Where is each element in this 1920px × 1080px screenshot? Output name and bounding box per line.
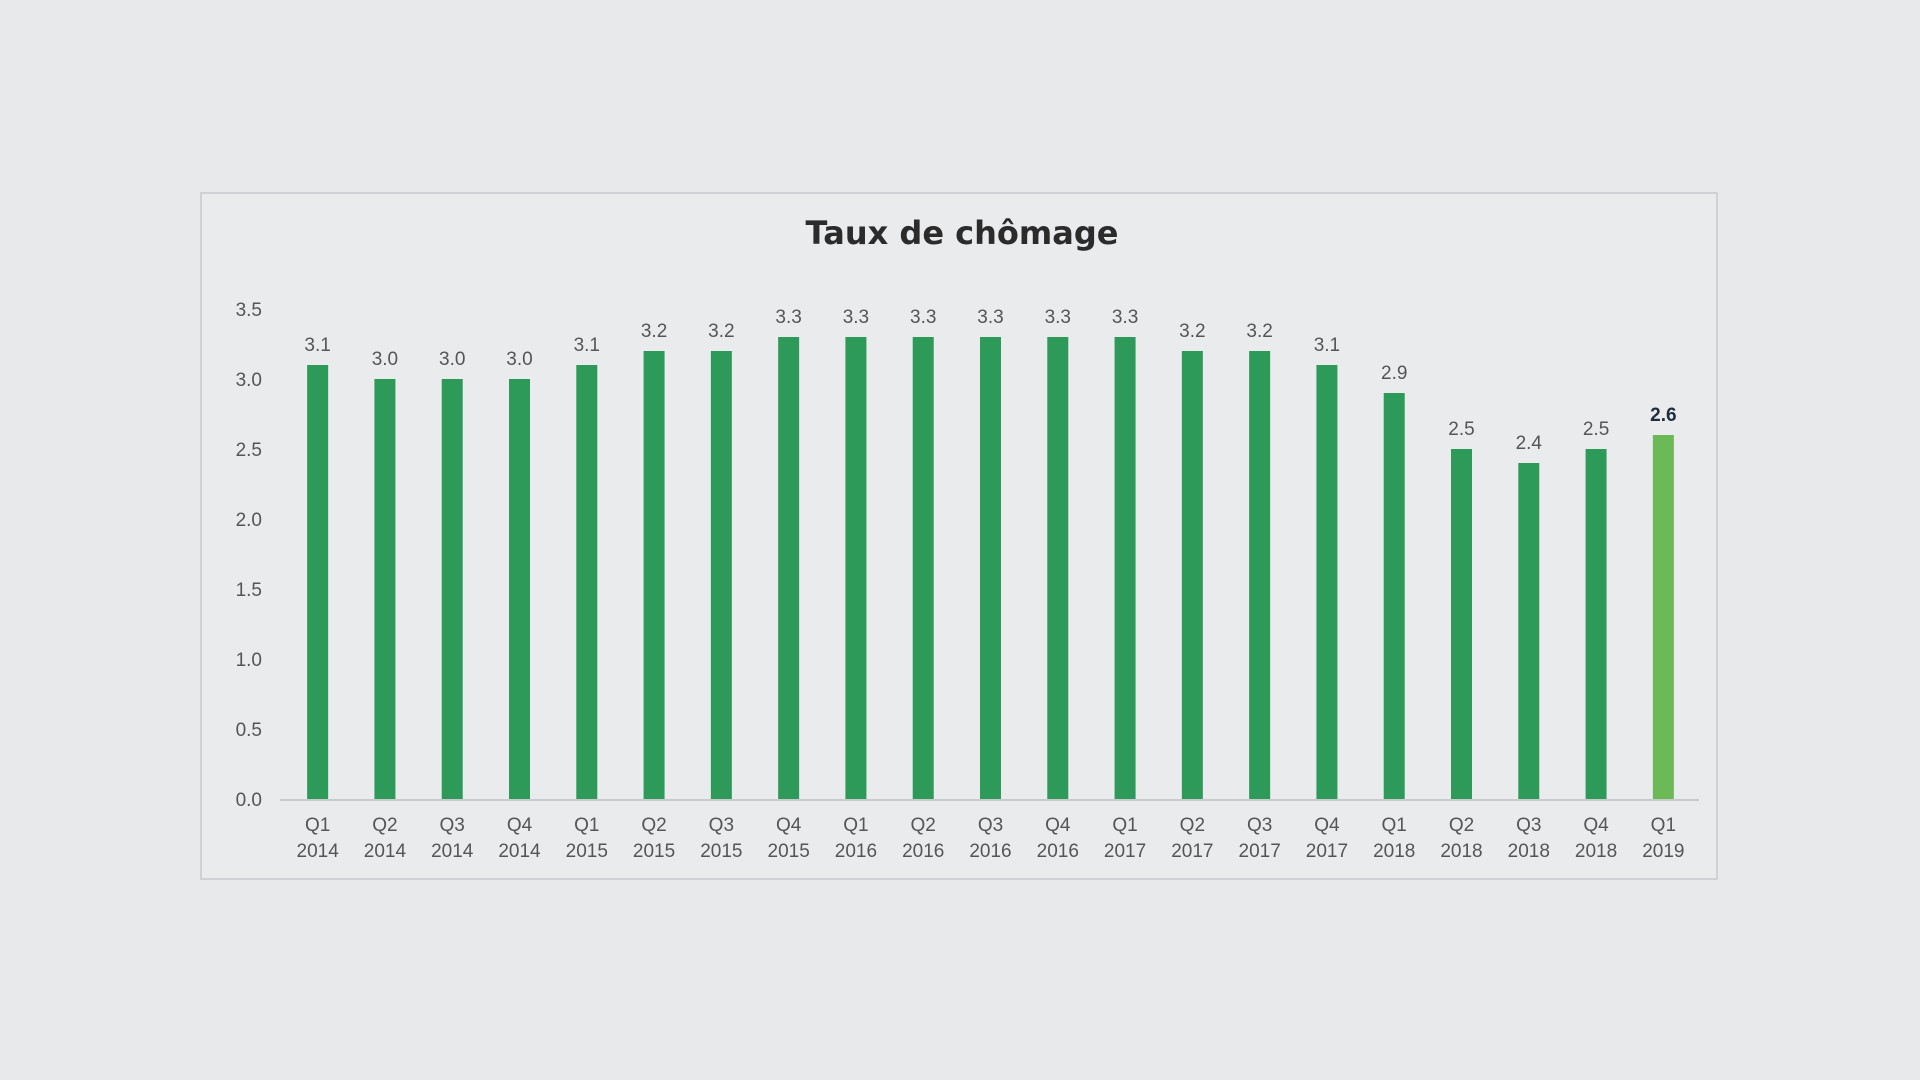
bar: [1047, 337, 1069, 799]
x-tick-label-year: 2015: [768, 841, 810, 862]
data-label: 2.5: [1448, 419, 1474, 440]
x-tick-label-year: 2018: [1575, 841, 1617, 862]
bar: [1652, 435, 1674, 799]
x-tick-label-quarter: Q1: [574, 815, 599, 836]
x-tick-label-quarter: Q4: [776, 815, 802, 836]
x-tick-label-year: 2016: [1037, 841, 1079, 862]
x-tick-label-quarter: Q1: [305, 815, 330, 836]
x-tick-label-year: 2014: [297, 841, 340, 862]
bar: [980, 337, 1001, 799]
bar: [307, 365, 329, 799]
bar: [912, 337, 934, 799]
x-tick-label-year: 2019: [1642, 841, 1684, 862]
data-label: 3.3: [1112, 307, 1138, 328]
data-label: 3.3: [977, 307, 1003, 328]
y-tick-label: 2.5: [236, 440, 262, 461]
x-tick-label-year: 2015: [700, 841, 742, 862]
y-tick-label: 3.0: [236, 370, 262, 391]
data-label: 3.2: [1179, 321, 1205, 342]
x-tick-label-year: 2017: [1171, 841, 1213, 862]
y-tick-label: 1.5: [236, 580, 262, 601]
bar: [643, 351, 665, 799]
data-label: 2.6: [1650, 405, 1676, 426]
x-tick-label-year: 2015: [566, 841, 608, 862]
y-tick-label: 0.0: [236, 790, 262, 811]
x-tick-label-quarter: Q2: [1180, 815, 1205, 836]
x-tick-label-year: 2016: [969, 841, 1011, 862]
y-tick-label: 2.0: [236, 510, 262, 531]
bar-chart: Taux de chômage 0.0 0.5 1.0 1.5 2.0 2.5 3.0 3.5…: [236, 214, 1699, 862]
data-label: 3.0: [439, 349, 465, 370]
chart-title: Taux de chômage: [806, 214, 1119, 252]
bar: [1383, 393, 1405, 799]
x-tick-label-quarter: Q2: [641, 815, 666, 836]
x-tick-label-year: 2014: [364, 841, 407, 862]
bar: [845, 337, 867, 799]
bars: [307, 337, 1674, 799]
y-axis-ticks: 0.0 0.5 1.0 1.5 2.0 2.5 3.0 3.5: [236, 300, 262, 811]
bar: [778, 337, 800, 799]
data-labels: 3.1 3.0 3.0 3.0 3.1 3.2 3.2 3.3 3.3 3.3 3.3 3.3 3.3 3…: [304, 307, 1676, 454]
x-tick-label-quarter: Q3: [1516, 815, 1541, 836]
x-tick-label-quarter: Q4: [507, 815, 533, 836]
x-tick-label-quarter: Q3: [709, 815, 734, 836]
data-label: 3.2: [708, 321, 734, 342]
data-label: 3.3: [775, 307, 801, 328]
bar: [576, 365, 598, 799]
data-label: 3.2: [641, 321, 667, 342]
x-tick-label-year: 2018: [1508, 841, 1550, 862]
data-label: 2.5: [1583, 419, 1609, 440]
bar: [1114, 337, 1136, 799]
bar: [710, 351, 732, 799]
x-tick-label-quarter: Q2: [911, 815, 936, 836]
bar: [509, 379, 530, 799]
data-label: 2.9: [1381, 363, 1407, 384]
x-axis-ticks: Q1 2014 Q2 2014 Q3 2014 Q4 2014 Q1 2015 Q2 2015 Q3 20…: [297, 815, 1685, 862]
x-tick-label-quarter: Q3: [1247, 815, 1272, 836]
data-label: 3.1: [304, 335, 330, 356]
x-tick-label-year: 2017: [1104, 841, 1146, 862]
x-tick-label-quarter: Q1: [843, 815, 868, 836]
x-tick-label-year: 2016: [835, 841, 877, 862]
x-tick-label-year: 2015: [633, 841, 675, 862]
bar: [1518, 463, 1540, 799]
x-tick-label-year: 2018: [1373, 841, 1415, 862]
x-tick-label-quarter: Q4: [1314, 815, 1340, 836]
bar: [1181, 351, 1203, 799]
bar: [1316, 365, 1338, 799]
y-tick-label: 3.5: [236, 300, 262, 321]
data-label: 2.4: [1516, 433, 1543, 454]
y-tick-label: 0.5: [236, 720, 262, 741]
x-tick-label-year: 2018: [1440, 841, 1482, 862]
data-label: 3.3: [910, 307, 936, 328]
x-tick-label-year: 2017: [1239, 841, 1281, 862]
x-tick-label-quarter: Q4: [1045, 815, 1071, 836]
bar: [441, 379, 463, 799]
x-tick-label-quarter: Q4: [1583, 815, 1609, 836]
bar: [1585, 449, 1607, 799]
bar: [1451, 449, 1472, 799]
x-tick-label-year: 2016: [902, 841, 944, 862]
bar: [1249, 351, 1271, 799]
x-tick-label-year: 2014: [431, 841, 474, 862]
data-label: 3.0: [372, 349, 398, 370]
x-tick-label-quarter: Q1: [1112, 815, 1137, 836]
x-tick-label-quarter: Q2: [1449, 815, 1474, 836]
x-tick-label-year: 2014: [498, 841, 541, 862]
data-label: 3.3: [843, 307, 869, 328]
y-tick-label: 1.0: [236, 650, 262, 671]
data-label: 3.1: [574, 335, 600, 356]
data-label: 3.0: [506, 349, 532, 370]
chart-frame: Taux de chômage 0.0 0.5 1.0 1.5 2.0 2.5 3.0 3.5…: [200, 192, 1718, 880]
x-tick-label-quarter: Q2: [372, 815, 397, 836]
x-tick-label-quarter: Q1: [1382, 815, 1407, 836]
bar: [374, 379, 396, 799]
data-label: 3.3: [1045, 307, 1071, 328]
data-label: 3.1: [1314, 335, 1340, 356]
x-tick-label-year: 2017: [1306, 841, 1348, 862]
x-tick-label-quarter: Q3: [440, 815, 465, 836]
data-label: 3.2: [1246, 321, 1272, 342]
x-tick-label-quarter: Q3: [978, 815, 1003, 836]
x-tick-label-quarter: Q1: [1651, 815, 1676, 836]
